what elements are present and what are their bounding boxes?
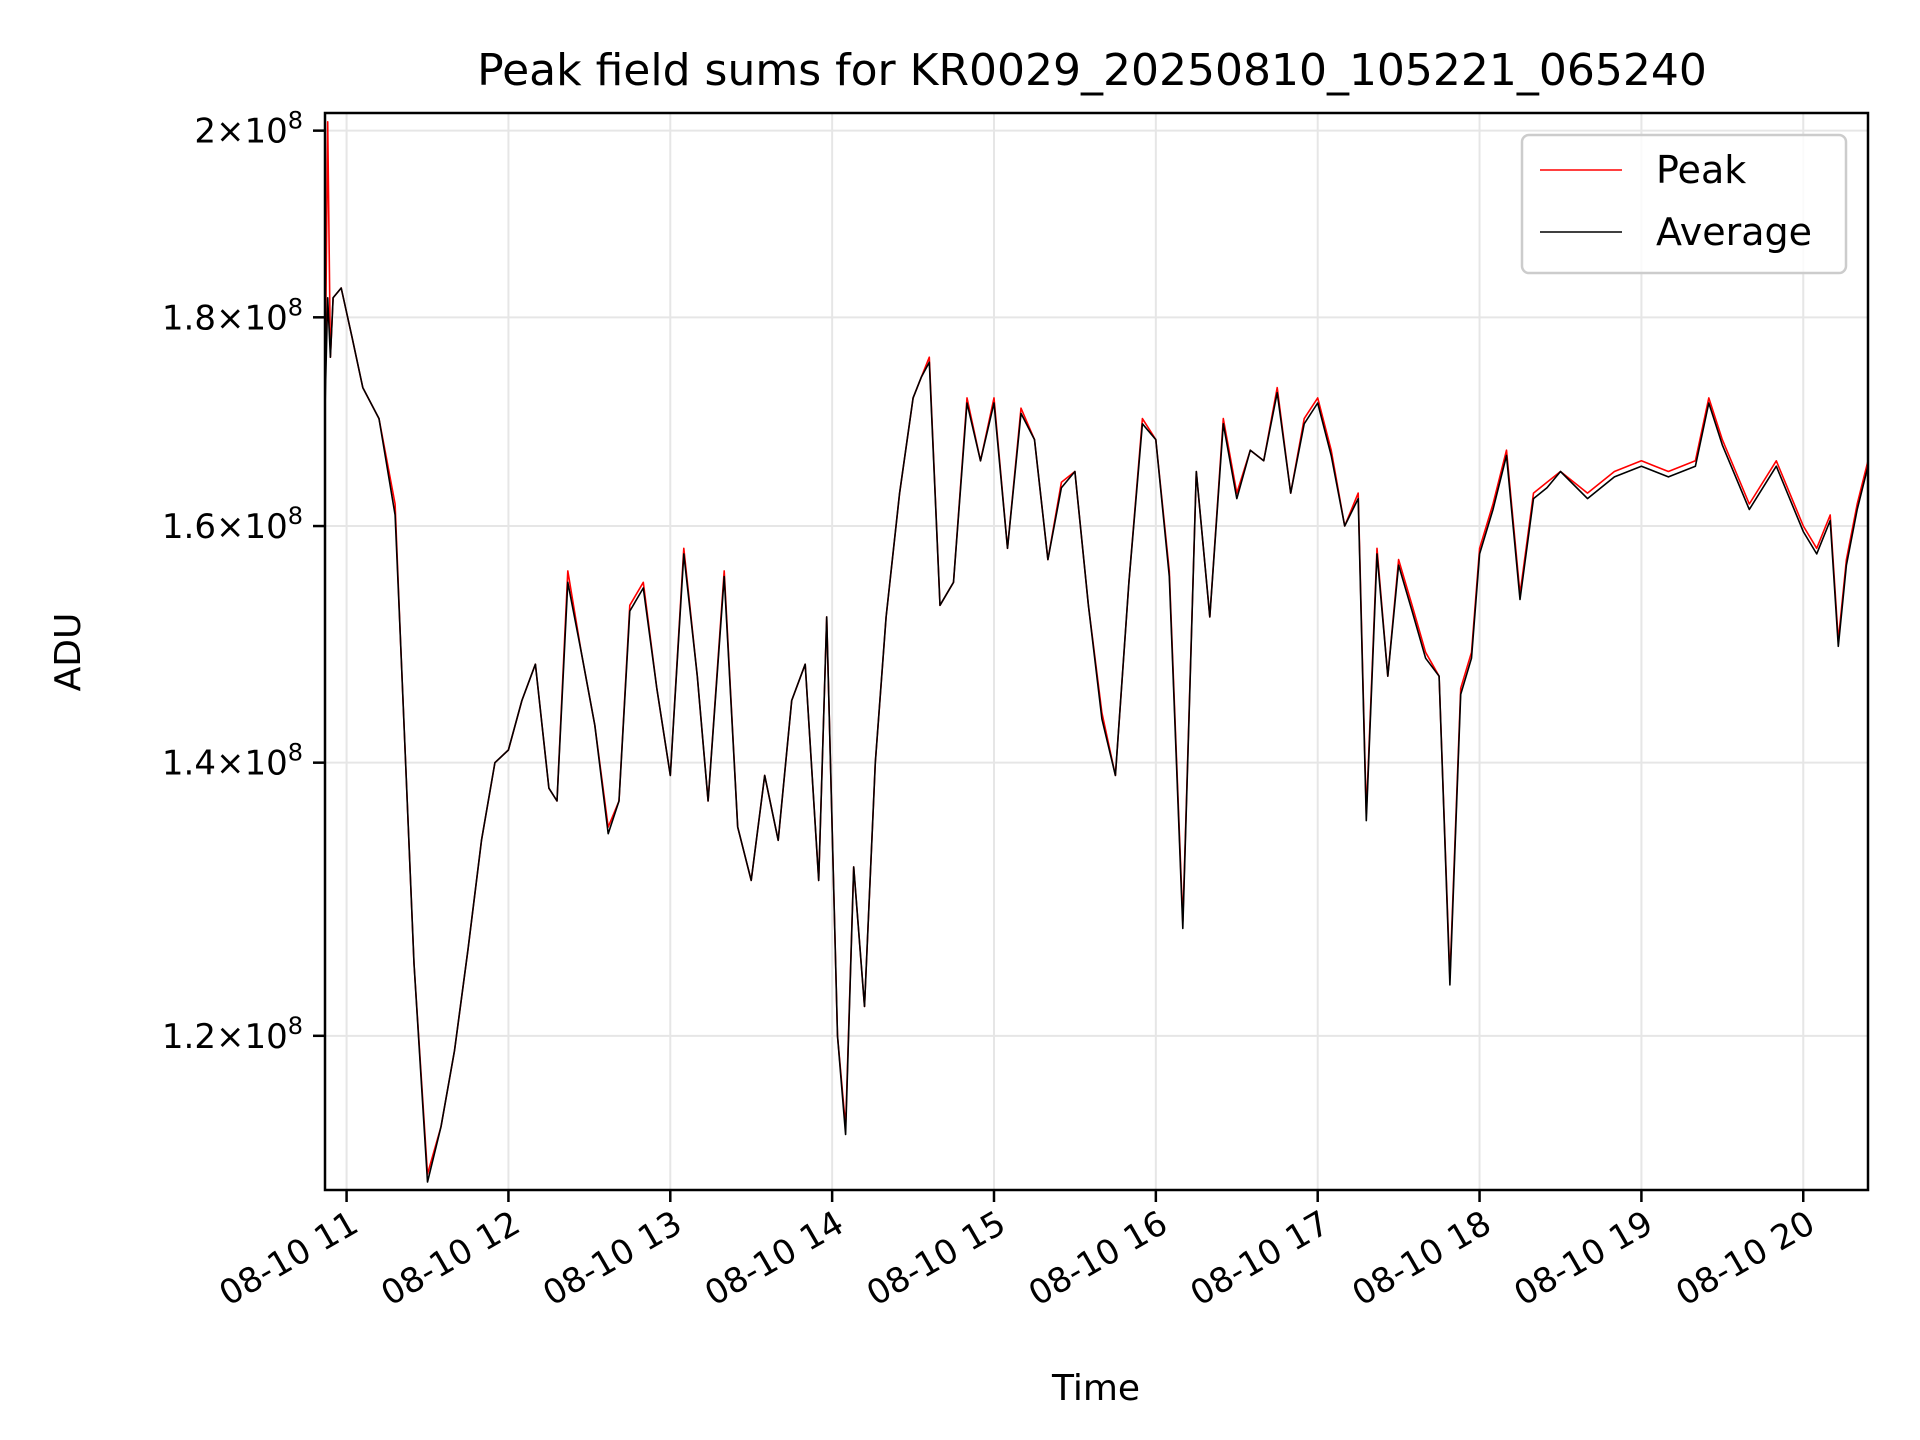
legend-label-peak: Peak [1656,148,1746,192]
y-tick-times: ×10 [216,112,288,152]
y-tick-exponent: 8 [288,739,303,767]
legend: Peak Average [1520,133,1848,275]
y-tick-mantissa: 1.6 [162,507,216,547]
legend-label-average: Average [1656,210,1812,254]
y-tick-exponent: 8 [288,1012,303,1040]
series-line-average [325,287,1868,1183]
plot-frame [323,111,1870,1192]
grid-lines [325,113,1868,1190]
y-tick-label: 1.2×108 [162,1012,303,1057]
series-lines [325,121,1868,1183]
y-tick-label: 1.4×108 [162,739,303,784]
y-tick-mantissa: 1.8 [162,298,216,338]
y-tick-label: 1.8×108 [162,293,303,338]
y-tick-times: ×10 [216,298,288,338]
y-tick-exponent: 8 [288,502,303,530]
axis-ticks [313,129,1805,1202]
y-tick-label: 2×108 [194,107,303,152]
y-tick-mantissa: 1.4 [162,744,216,784]
y-tick-exponent: 8 [288,107,303,135]
y-tick-label: 1.6×108 [162,502,303,547]
y-tick-mantissa: 2 [194,112,216,152]
y-tick-exponent: 8 [288,293,303,321]
y-tick-times: ×10 [216,507,288,547]
y-tick-times: ×10 [216,1017,288,1057]
y-tick-times: ×10 [216,744,288,784]
y-axis-label: ADU [48,613,89,692]
x-axis-label: Time [1051,1368,1140,1409]
y-tick-mantissa: 1.2 [162,1017,216,1057]
chart-title: Peak field sums for KR0029_20250810_1052… [477,45,1707,96]
